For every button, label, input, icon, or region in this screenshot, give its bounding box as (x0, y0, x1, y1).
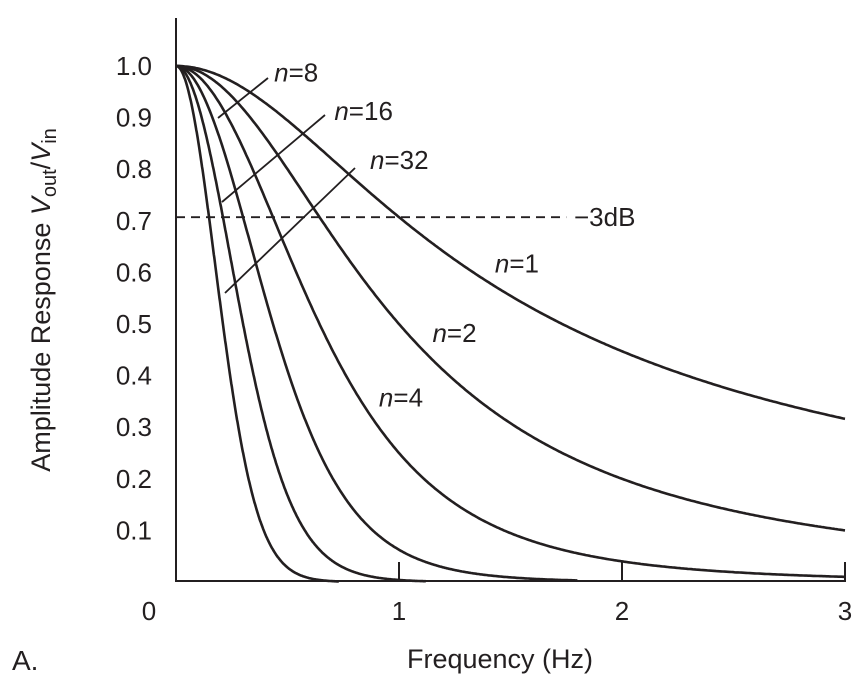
y-tick-label: 0.5 (116, 309, 152, 339)
y-tick-label: 0.3 (116, 412, 152, 442)
x-tick-label: 2 (615, 596, 629, 626)
x-tick-label: 0 (142, 596, 156, 626)
y-tick-label: 0.8 (116, 154, 152, 184)
series-label-n-1: n=1 (495, 248, 539, 278)
series-line-n-8 (176, 64, 578, 582)
y-tick-label: 0.1 (116, 515, 152, 545)
x-tick-label: 1 (392, 596, 406, 626)
minus-3db-label: −3dB (574, 202, 635, 232)
series-line-n-4 (175, 64, 845, 579)
series-label-n-2: n=2 (432, 318, 476, 348)
series-line-n-2 (176, 64, 846, 532)
leader-line (221, 114, 326, 203)
panel-label: A. (12, 645, 38, 676)
series-line-n-16 (176, 64, 426, 583)
x-tick-label: 3 (838, 596, 852, 626)
series-label-n-4: n=4 (379, 383, 423, 413)
y-tick-label: 0.2 (116, 464, 152, 494)
series-label-n-16: n=16 (334, 96, 393, 126)
series-label-n-32: n=32 (370, 145, 429, 175)
leader-line (224, 167, 356, 294)
series-line-n-1 (176, 64, 846, 421)
y-tick-label: 1.0 (116, 51, 152, 81)
y-axis-label: Amplitude Response Vout/Vin (26, 128, 61, 472)
y-tick-label: 0.6 (116, 257, 152, 287)
y-tick-label: 0.4 (116, 361, 152, 391)
y-tick-label: 0.7 (116, 206, 152, 236)
leader-line (217, 77, 269, 119)
axes (175, 18, 846, 582)
y-tick-label: 0.9 (116, 103, 152, 133)
x-axis-label: Frequency (Hz) (407, 644, 593, 674)
series-label-n-8: n=8 (274, 57, 318, 87)
series-line-n-32 (176, 64, 339, 583)
